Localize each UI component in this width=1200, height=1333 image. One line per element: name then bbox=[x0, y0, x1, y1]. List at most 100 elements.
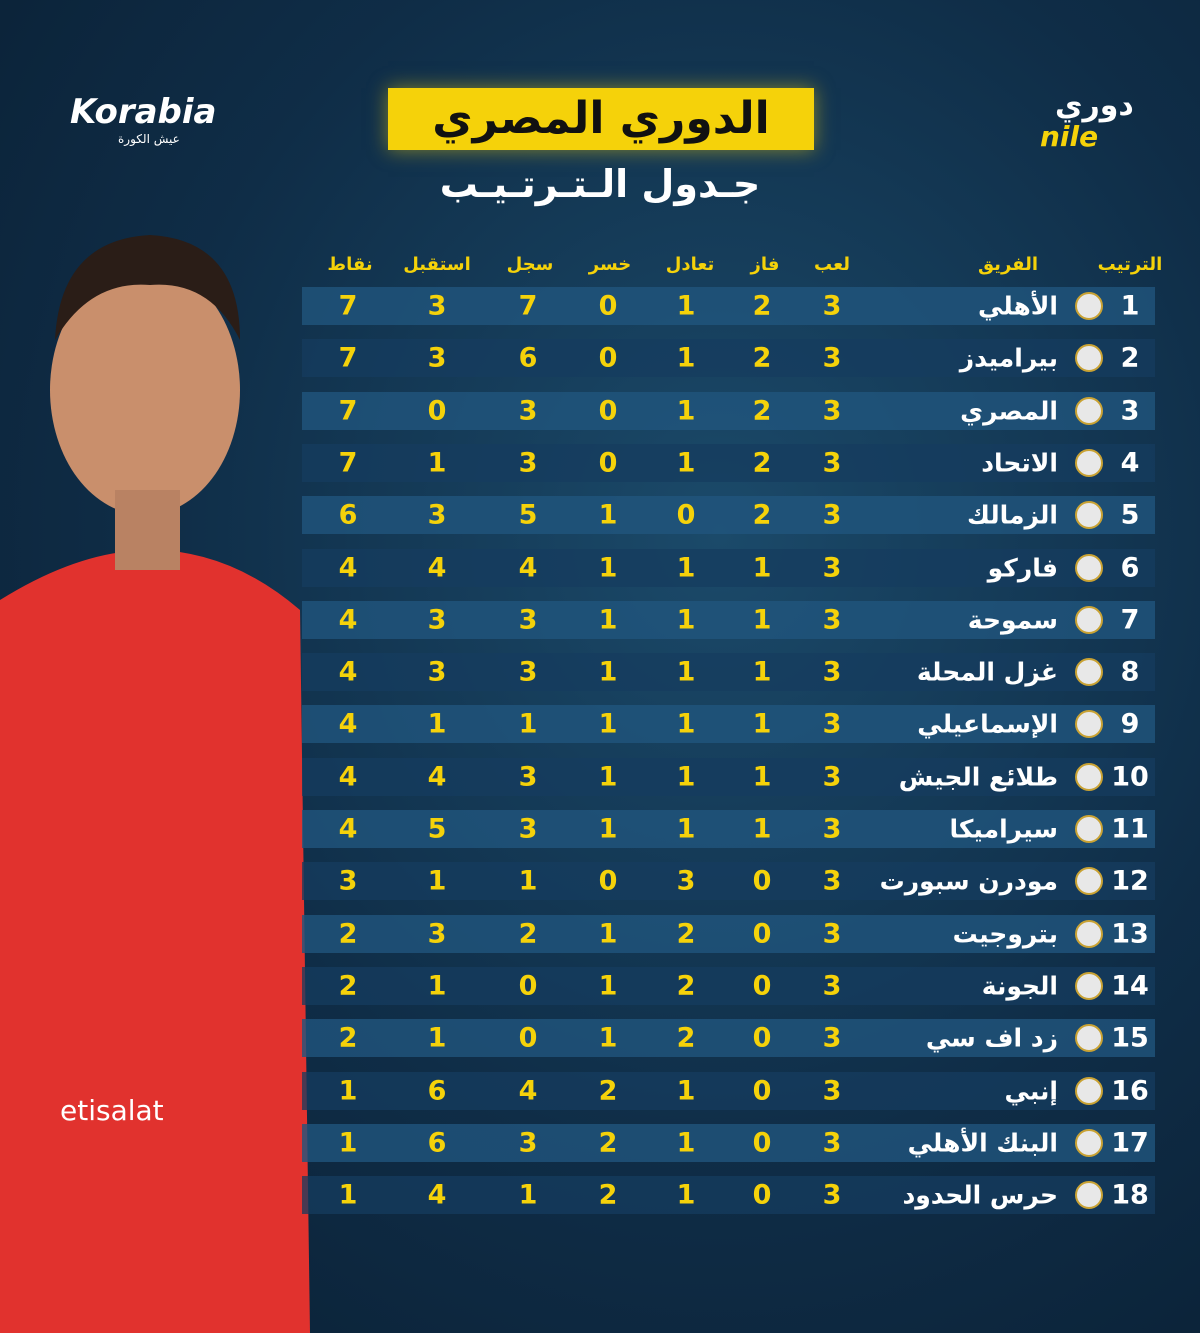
stat-cell: 7 bbox=[338, 395, 358, 427]
stat-cell: 7 bbox=[338, 290, 358, 322]
rank: 5 bbox=[1120, 499, 1140, 531]
rank: 17 bbox=[1111, 1127, 1149, 1159]
stat-cell: 3 bbox=[427, 656, 447, 688]
stat-cell: 0 bbox=[598, 342, 618, 374]
team-name: غزل المحلة bbox=[916, 657, 1058, 687]
row-background bbox=[302, 810, 1155, 848]
stat-cell: 2 bbox=[752, 447, 772, 479]
stat-cell: 1 bbox=[752, 604, 772, 636]
row-background bbox=[302, 496, 1155, 535]
stat-cell: 2 bbox=[338, 970, 358, 1002]
stat-cell: 1 bbox=[598, 761, 618, 793]
stat-cell: 1 bbox=[518, 1179, 538, 1211]
stat-cell: 5 bbox=[427, 813, 447, 845]
team-name: الاتحاد bbox=[981, 448, 1058, 478]
stat-cell: 1 bbox=[676, 447, 696, 479]
column-header: تعادل bbox=[665, 254, 715, 275]
stat-cell: 4 bbox=[338, 656, 358, 688]
stat-cell: 3 bbox=[518, 761, 538, 793]
stat-cell: 6 bbox=[338, 499, 358, 531]
row-background bbox=[302, 548, 1155, 587]
stat-cell: 3 bbox=[822, 447, 842, 479]
stat-cell: 0 bbox=[752, 918, 772, 950]
stat-cell: 1 bbox=[676, 290, 696, 322]
row-background bbox=[302, 757, 1155, 796]
stat-cell: 2 bbox=[676, 970, 696, 1002]
team-logo bbox=[1075, 1181, 1103, 1210]
stat-cell: 7 bbox=[518, 290, 538, 322]
stat-cell: 7 bbox=[338, 342, 358, 374]
stat-cell: 0 bbox=[752, 865, 772, 897]
stat-cell: 1 bbox=[598, 970, 618, 1002]
team-logo bbox=[1075, 605, 1103, 634]
team-name: بتروجيت bbox=[952, 919, 1058, 949]
stat-cell: 1 bbox=[518, 708, 538, 740]
rank: 14 bbox=[1111, 970, 1149, 1002]
stat-cell: 3 bbox=[822, 342, 842, 374]
stat-cell: 1 bbox=[752, 656, 772, 688]
stat-cell: 1 bbox=[338, 1179, 358, 1211]
stat-cell: 1 bbox=[752, 552, 772, 583]
rank: 1 bbox=[1120, 290, 1140, 322]
row-background bbox=[302, 966, 1155, 1005]
column-header: فاز bbox=[750, 254, 780, 275]
stat-cell: 1 bbox=[427, 447, 447, 479]
stat-cell: 4 bbox=[427, 1179, 447, 1211]
stat-cell: 4 bbox=[518, 1075, 538, 1106]
stat-cell: 1 bbox=[752, 708, 772, 740]
stat-cell: 2 bbox=[598, 1179, 618, 1211]
league-logo-top: دوري bbox=[1055, 88, 1134, 123]
team-name: طلائع الجيش bbox=[898, 762, 1058, 792]
stat-cell: 0 bbox=[518, 970, 538, 1002]
stat-cell: 3 bbox=[822, 708, 842, 740]
row-background bbox=[302, 600, 1155, 639]
stat-cell: 2 bbox=[338, 1022, 358, 1054]
team-logo bbox=[1075, 1128, 1103, 1157]
row-background bbox=[302, 705, 1155, 744]
stat-cell: 3 bbox=[822, 1179, 842, 1211]
stat-cell: 1 bbox=[427, 708, 447, 740]
team-logo bbox=[1075, 344, 1103, 373]
row-background bbox=[302, 1019, 1155, 1058]
rank: 16 bbox=[1111, 1075, 1149, 1106]
stat-cell: 3 bbox=[338, 865, 358, 897]
team-name: المصري bbox=[960, 396, 1058, 426]
stat-cell: 0 bbox=[752, 1075, 772, 1106]
team-logo bbox=[1075, 501, 1103, 530]
stat-cell: 4 bbox=[338, 761, 358, 793]
stat-cell: 2 bbox=[676, 918, 696, 950]
stat-cell: 1 bbox=[676, 1127, 696, 1159]
stat-cell: 3 bbox=[518, 395, 538, 427]
row-background bbox=[302, 443, 1155, 482]
column-header: الترتيب bbox=[1097, 254, 1163, 275]
rank: 15 bbox=[1111, 1022, 1149, 1054]
stat-cell: 1 bbox=[676, 552, 696, 583]
stat-cell: 3 bbox=[822, 918, 842, 950]
stat-cell: 3 bbox=[822, 865, 842, 897]
stat-cell: 3 bbox=[822, 1127, 842, 1159]
team-logo bbox=[1075, 919, 1103, 948]
row-background bbox=[302, 287, 1155, 325]
stat-cell: 1 bbox=[676, 1179, 696, 1211]
stat-cell: 4 bbox=[427, 761, 447, 793]
stat-cell: 6 bbox=[427, 1075, 447, 1106]
team-name: البنك الأهلي bbox=[907, 1128, 1058, 1158]
stat-cell: 3 bbox=[518, 656, 538, 688]
stat-cell: 1 bbox=[752, 761, 772, 793]
player-photo: etisalat bbox=[0, 235, 310, 1333]
stat-cell: 2 bbox=[752, 342, 772, 374]
team-name: الأهلي bbox=[977, 291, 1058, 321]
team-logo bbox=[1075, 762, 1103, 791]
team-name: فاركو bbox=[987, 553, 1058, 582]
stat-cell: 0 bbox=[752, 970, 772, 1002]
stat-cell: 1 bbox=[598, 499, 618, 531]
rank: 10 bbox=[1111, 761, 1149, 793]
stat-cell: 1 bbox=[676, 1075, 696, 1106]
stat-cell: 0 bbox=[518, 1022, 538, 1054]
team-name: سموحة bbox=[967, 605, 1058, 635]
stat-cell: 3 bbox=[822, 552, 842, 583]
rank: 3 bbox=[1120, 395, 1140, 427]
rank: 7 bbox=[1120, 604, 1140, 636]
rank: 6 bbox=[1120, 552, 1140, 583]
stat-cell: 2 bbox=[598, 1127, 618, 1159]
